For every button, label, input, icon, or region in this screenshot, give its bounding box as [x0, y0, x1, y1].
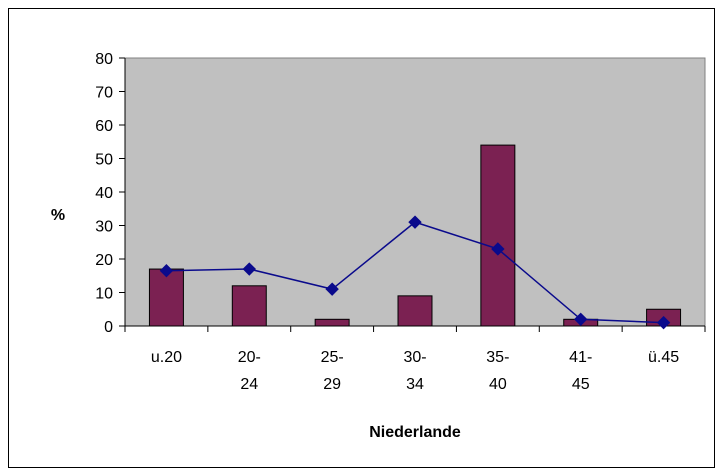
point: [408, 215, 422, 229]
y-tick-label: 50: [95, 152, 113, 169]
x-tick-label: 30- 34: [403, 349, 426, 393]
bar: [397, 295, 433, 327]
bar-series: [148, 144, 682, 327]
y-tick-label: 80: [95, 51, 113, 68]
x-tick-label-line: 40: [489, 376, 507, 393]
x-tick-label-line: 24: [240, 376, 258, 393]
point: [656, 315, 671, 330]
x-tick-label: 25- 29: [321, 349, 344, 393]
line-series: [159, 215, 671, 330]
point: [242, 262, 256, 276]
point: [574, 312, 588, 327]
x-tick-label-line: 41-: [569, 349, 592, 366]
y-tick-label: 30: [95, 219, 113, 236]
x-tick-label-line: 45: [572, 376, 590, 393]
point: [325, 282, 339, 296]
x-tick-label: 41- 45: [569, 349, 592, 393]
x-tick-label: 35- 40: [486, 349, 509, 393]
x-axis-title: Niederlande: [369, 424, 461, 441]
bar: [148, 268, 184, 327]
x-tick-label: 20- 24: [238, 349, 261, 393]
y-tick-label: 20: [95, 252, 113, 269]
x-tick-label-line: ü.45: [648, 349, 679, 366]
y-tick-label: 60: [95, 118, 113, 135]
bar: [314, 318, 350, 327]
x-tick-label-line: 34: [406, 376, 424, 393]
x-tick-label-line: u.20: [151, 349, 182, 366]
x-tick-label-line: 29: [323, 376, 341, 393]
x-tick-label-line: 30-: [403, 349, 426, 366]
x-tick-label-line: 25-: [321, 349, 344, 366]
x-axis: u.20 20- 24 25- 29 30- 34 35- 40 41- 45 ü.45: [124, 325, 706, 393]
bar: [480, 144, 516, 327]
y-axis-title: %: [51, 207, 65, 224]
x-tick-label-line: 35-: [486, 349, 509, 366]
y-axis: 0 10 20 30 40 50 60 70 80: [95, 51, 126, 336]
x-tick-label: ü.45: [648, 349, 679, 366]
y-tick-label: 70: [95, 85, 113, 102]
x-tick-label: u.20: [151, 349, 182, 366]
point: [159, 264, 174, 278]
y-tick-label: 0: [104, 319, 113, 336]
bar: [231, 285, 267, 327]
y-tick-label: 10: [95, 286, 113, 303]
x-tick-label-line: 20-: [238, 349, 261, 366]
plot-area: [124, 57, 706, 327]
point: [491, 242, 505, 256]
y-tick-label: 40: [95, 185, 113, 202]
